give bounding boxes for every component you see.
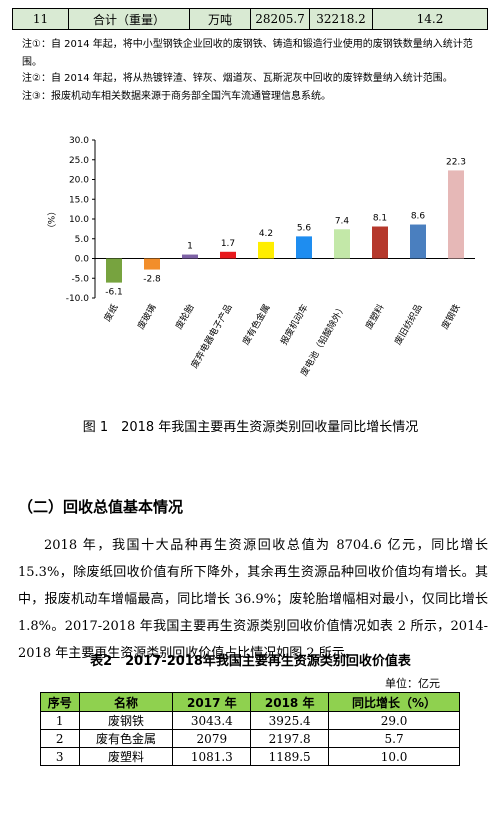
cell: 2: [40, 729, 80, 748]
y-tick-label: 0.0: [75, 255, 90, 265]
header-cell: 名称: [78, 692, 174, 712]
top-table: 11 合计（重量） 万吨 28205.7 32218.2 14.2: [12, 8, 488, 30]
x-tick-label: 报废机动车: [278, 302, 311, 347]
cell: 1081.3: [172, 747, 252, 766]
header-row: 序号 名称 2017 年 2018 年同比增长（%）: [40, 692, 460, 712]
bar: [372, 226, 388, 259]
cell: 废钢铁: [78, 711, 174, 730]
cell: 3: [40, 747, 80, 766]
data-label: -2.8: [143, 275, 161, 285]
cell: 万吨: [189, 8, 251, 30]
cell: 28205.7: [250, 8, 310, 30]
x-tick-label: 废钢铁: [439, 302, 463, 331]
x-tick-label: 废旧纺织品: [392, 302, 425, 347]
bar: [106, 258, 122, 283]
data-label: 22.3: [446, 157, 466, 167]
y-tick-label: 30.0: [69, 136, 89, 146]
cell: 废有色金属: [78, 729, 174, 748]
x-tick-label: 废塑料: [363, 302, 387, 331]
bar: [448, 170, 464, 259]
y-tick-label: 10.0: [69, 215, 89, 225]
table-row: 3 废塑料 1081.3 1189.5 10.0: [40, 747, 460, 766]
header-cell: 2018 年: [250, 692, 330, 712]
cell: 14.2: [372, 8, 488, 30]
bar: [334, 229, 350, 259]
cell: 11: [12, 8, 69, 30]
y-axis-label: （%）: [45, 207, 56, 234]
header-cell: 同比增长（%）: [328, 692, 460, 712]
cell: 5.7: [328, 729, 460, 748]
bar: [296, 236, 312, 259]
cell: 10.0: [328, 747, 460, 766]
bar: [220, 251, 236, 259]
data-label: 1.7: [221, 239, 235, 249]
data-label: 5.6: [297, 223, 312, 233]
bar: [258, 241, 274, 259]
data-label: 8.1: [373, 214, 387, 224]
data-label: 4.2: [259, 229, 273, 239]
cell: 3043.4: [172, 711, 252, 730]
data-label: 8.6: [411, 212, 426, 222]
chart: （%） -10.0 -5.0 0.0 5.0 10.0 15.0 20.0 25.0 30.0 废…: [45, 136, 475, 378]
cell: 3925.4: [250, 711, 330, 730]
cell: 1: [40, 711, 80, 730]
header-cell: 2017 年: [172, 692, 252, 712]
bar: [410, 224, 426, 259]
cell: 2079: [172, 729, 252, 748]
data-label: 7.4: [335, 216, 350, 226]
data-label: -6.1: [105, 288, 123, 298]
cell: 2197.8: [250, 729, 330, 748]
table: 序号 名称 2017 年 2018 年同比增长（%） 1 废钢铁 3043.4 3925.4 2…: [40, 692, 460, 766]
cell: 废塑料: [78, 747, 174, 766]
table-row: 1 废钢铁 3043.4 3925.4 29.0: [40, 711, 460, 730]
note: 注③：报废机动车相关数据来源于商务部全国汽车流通管理信息系统。: [22, 91, 331, 102]
y-tick-label: 20.0: [69, 176, 89, 186]
table-row: 2 废有色金属 2079 2197.8 5.7: [40, 729, 460, 748]
bar: [182, 254, 198, 259]
y-tick-label: -10.0: [66, 294, 90, 304]
header-cell: 序号: [40, 692, 80, 712]
cell: 合计（重量）: [68, 8, 190, 30]
y-tick-label: 25.0: [69, 156, 89, 166]
x-tick-label: 废弃电器电子产品: [188, 302, 234, 370]
bar: [144, 258, 160, 270]
paragraph: 2018 年，我国十大品种再生资源回收总值为 8704.6 亿元，同比增长 15…: [18, 538, 488, 661]
x-tick-label: 废轮胎: [173, 302, 197, 331]
section-heading: （二）回收总值基本情况: [18, 498, 184, 516]
table-unit: 单位：亿元: [385, 677, 440, 690]
x-tick-label: 废纸: [101, 302, 120, 324]
cell: 1189.5: [250, 747, 330, 766]
y-tick-label: -5.0: [71, 274, 89, 284]
figure-caption: 图 1 2018 年我国主要再生资源类别回收量同比增长情况: [82, 420, 419, 435]
x-tick-label: 废玻璃: [135, 302, 159, 331]
data-label: 1: [187, 242, 193, 252]
y-tick-label: 5.0: [75, 235, 90, 245]
note: 注②：自 2014 年起，将从热镀锌渣、锌灰、烟道灰、瓦斯泥灰中回收的废锌数量纳…: [22, 73, 453, 84]
cell: 32218.2: [309, 8, 373, 30]
note: 注①：自 2014 年起，将中小型钢铁企业回收的废钢铁、铸造和锻造行业使用的废钢…: [22, 39, 473, 68]
x-tick-label: 废有色金属: [240, 302, 273, 347]
table-title: 表2 2017-2018年我国主要再生资源类别回收价值表: [90, 654, 411, 669]
y-tick-label: 15.0: [69, 195, 89, 205]
cell: 29.0: [328, 711, 460, 730]
